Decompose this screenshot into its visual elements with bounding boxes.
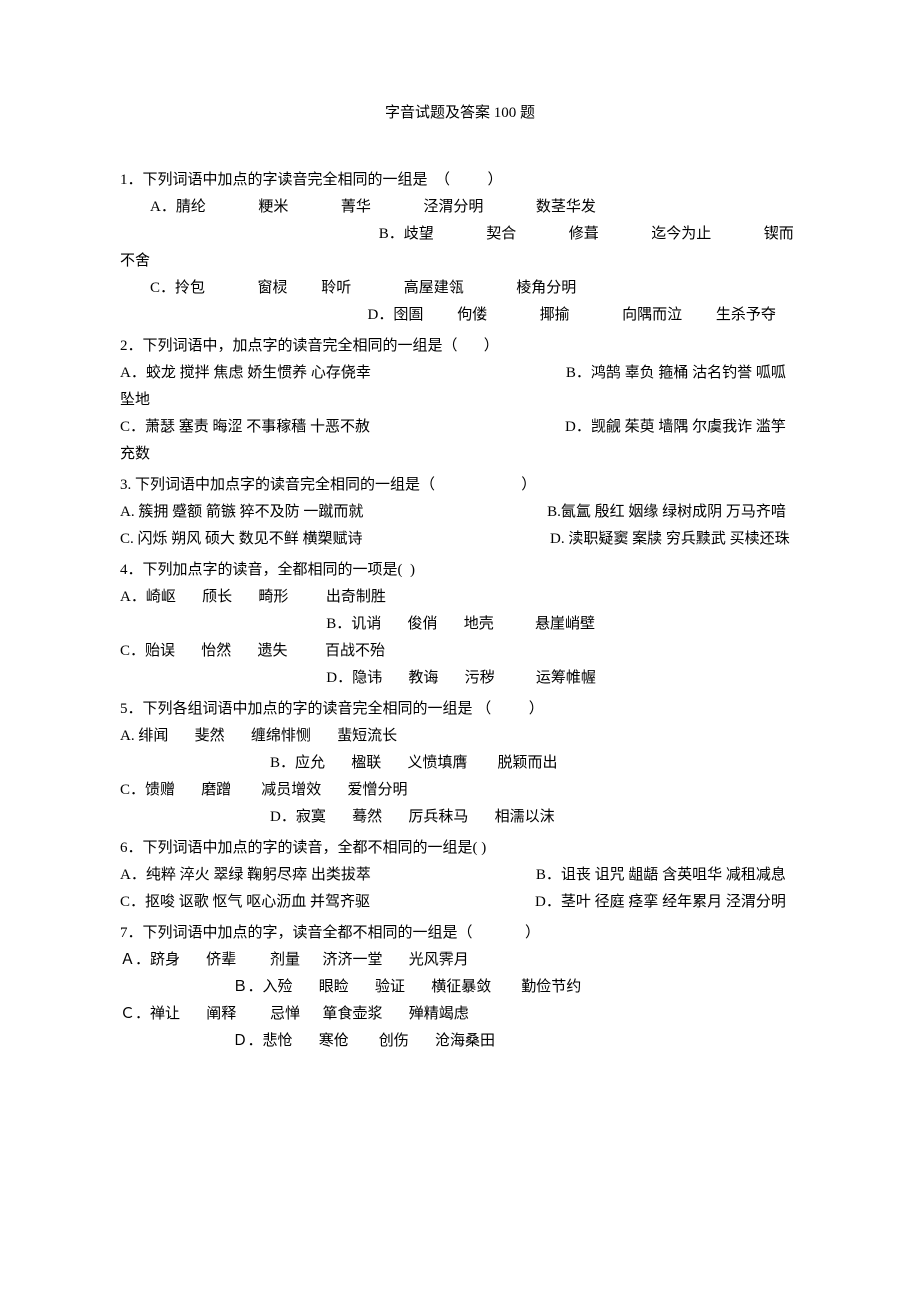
q5-optA: A. 绯闻 斐然 缠绵悱恻 蜚短流长 [120, 723, 800, 750]
q1-optC: C．拎包 窗棂 聆听 高屋建瓴 棱角分明 [120, 275, 800, 302]
q7-optD: Ｄ．悲怆 寒伧 创伤 沧海桑田 [120, 1028, 800, 1055]
question-4: 4．下列加点字的读音，全都相同的一项是( ) A．崎岖 颀长 畸形 出奇制胜 B… [120, 557, 800, 692]
q3-optAB: A. 簇拥 蹙额 箭镞 猝不及防 一蹴而就 B.氤氲 殷红 姻缘 绿树成阴 万马… [120, 499, 800, 526]
q7-optB: Ｂ．入殓 眼睑 验证 横征暴敛 勤俭节约 [120, 974, 800, 1001]
q2-optCD: C．萧瑟 塞责 晦涩 不事稼穑 十恶不赦 D．觊觎 茱萸 墙隅 尔虞我诈 滥竽充… [120, 414, 800, 468]
q2-stem: 2．下列词语中，加点字的读音完全相同的一组是（ ） [120, 333, 800, 360]
q5-optB: B．应允 楹联 义愤填膺 脱颖而出 [120, 750, 800, 777]
q4-optB: B．讥诮 俊俏 地壳 悬崖峭壁 [120, 611, 800, 638]
q4-optC: C．贻误 怡然 遗失 百战不殆 [120, 638, 800, 665]
question-5: 5．下列各组词语中加点的字的读音完全相同的一组是 （ ） A. 绯闻 斐然 缠绵… [120, 696, 800, 831]
q1-optA: A．腈纶 粳米 菁华 泾渭分明 数茎华发 [120, 194, 800, 221]
question-7: 7．下列词语中加点的字，读音全都不相同的一组是（ ） Ａ．跻身 侪辈 剂量 济济… [120, 920, 800, 1055]
question-6: 6．下列词语中加点的字的读音，全都不相同的一组是( ) A．纯粹 淬火 翠绿 鞠… [120, 835, 800, 916]
q2-optAB: A．蛟龙 搅拌 焦虑 娇生惯养 心存侥幸 B．鸿鹄 辜负 箍桶 沽名钓誉 呱呱坠… [120, 360, 800, 414]
question-3: 3. 下列词语中加点字的读音完全相同的一组是（ ） A. 簇拥 蹙额 箭镞 猝不… [120, 472, 800, 553]
q3-optCD: C. 闪烁 朔风 硕大 数见不鲜 横槊赋诗 D. 渎职疑窦 案牍 穷兵黩武 买椟… [120, 526, 800, 553]
q7-optA: Ａ．跻身 侪辈 剂量 济济一堂 光风霁月 [120, 947, 800, 974]
q7-stem: 7．下列词语中加点的字，读音全都不相同的一组是（ ） [120, 920, 800, 947]
q1-optB: B．歧望 契合 修葺 迄今为止 锲而不舍 [120, 221, 800, 275]
q4-optA: A．崎岖 颀长 畸形 出奇制胜 [120, 584, 800, 611]
question-1: 1．下列词语中加点的字读音完全相同的一组是 （ ） A．腈纶 粳米 菁华 泾渭分… [120, 167, 800, 329]
q4-stem: 4．下列加点字的读音，全都相同的一项是( ) [120, 557, 800, 584]
q6-optCD: C．抠唆 讴歌 怄气 呕心沥血 并驾齐驱 D．茎叶 径庭 痉挛 经年累月 泾渭分… [120, 889, 800, 916]
q1-stem: 1．下列词语中加点的字读音完全相同的一组是 （ ） [120, 167, 800, 194]
q5-stem: 5．下列各组词语中加点的字的读音完全相同的一组是 （ ） [120, 696, 800, 723]
q6-optAB: A．纯粹 淬火 翠绿 鞠躬尽瘁 出类拔萃 B．诅丧 诅咒 龃龉 含英咀华 减租减… [120, 862, 800, 889]
q5-optC: C．馈赠 磨蹭 减员增效 爱憎分明 [120, 777, 800, 804]
page-title: 字音试题及答案 100 题 [120, 100, 800, 127]
q1-optD: D．囹圄 佝偻 揶揄 向隅而泣 生杀予夺 [120, 302, 800, 329]
question-2: 2．下列词语中，加点字的读音完全相同的一组是（ ） A．蛟龙 搅拌 焦虑 娇生惯… [120, 333, 800, 468]
q6-stem: 6．下列词语中加点的字的读音，全都不相同的一组是( ) [120, 835, 800, 862]
q3-stem: 3. 下列词语中加点字的读音完全相同的一组是（ ） [120, 472, 800, 499]
q4-optD: D．隐讳 教诲 污秽 运筹帷幄 [120, 665, 800, 692]
q7-optC: Ｃ．禅让 阐释 忌惮 箪食壶浆 殚精竭虑 [120, 1001, 800, 1028]
q5-optD: D．寂寞 蓦然 厉兵秣马 相濡以沫 [120, 804, 800, 831]
